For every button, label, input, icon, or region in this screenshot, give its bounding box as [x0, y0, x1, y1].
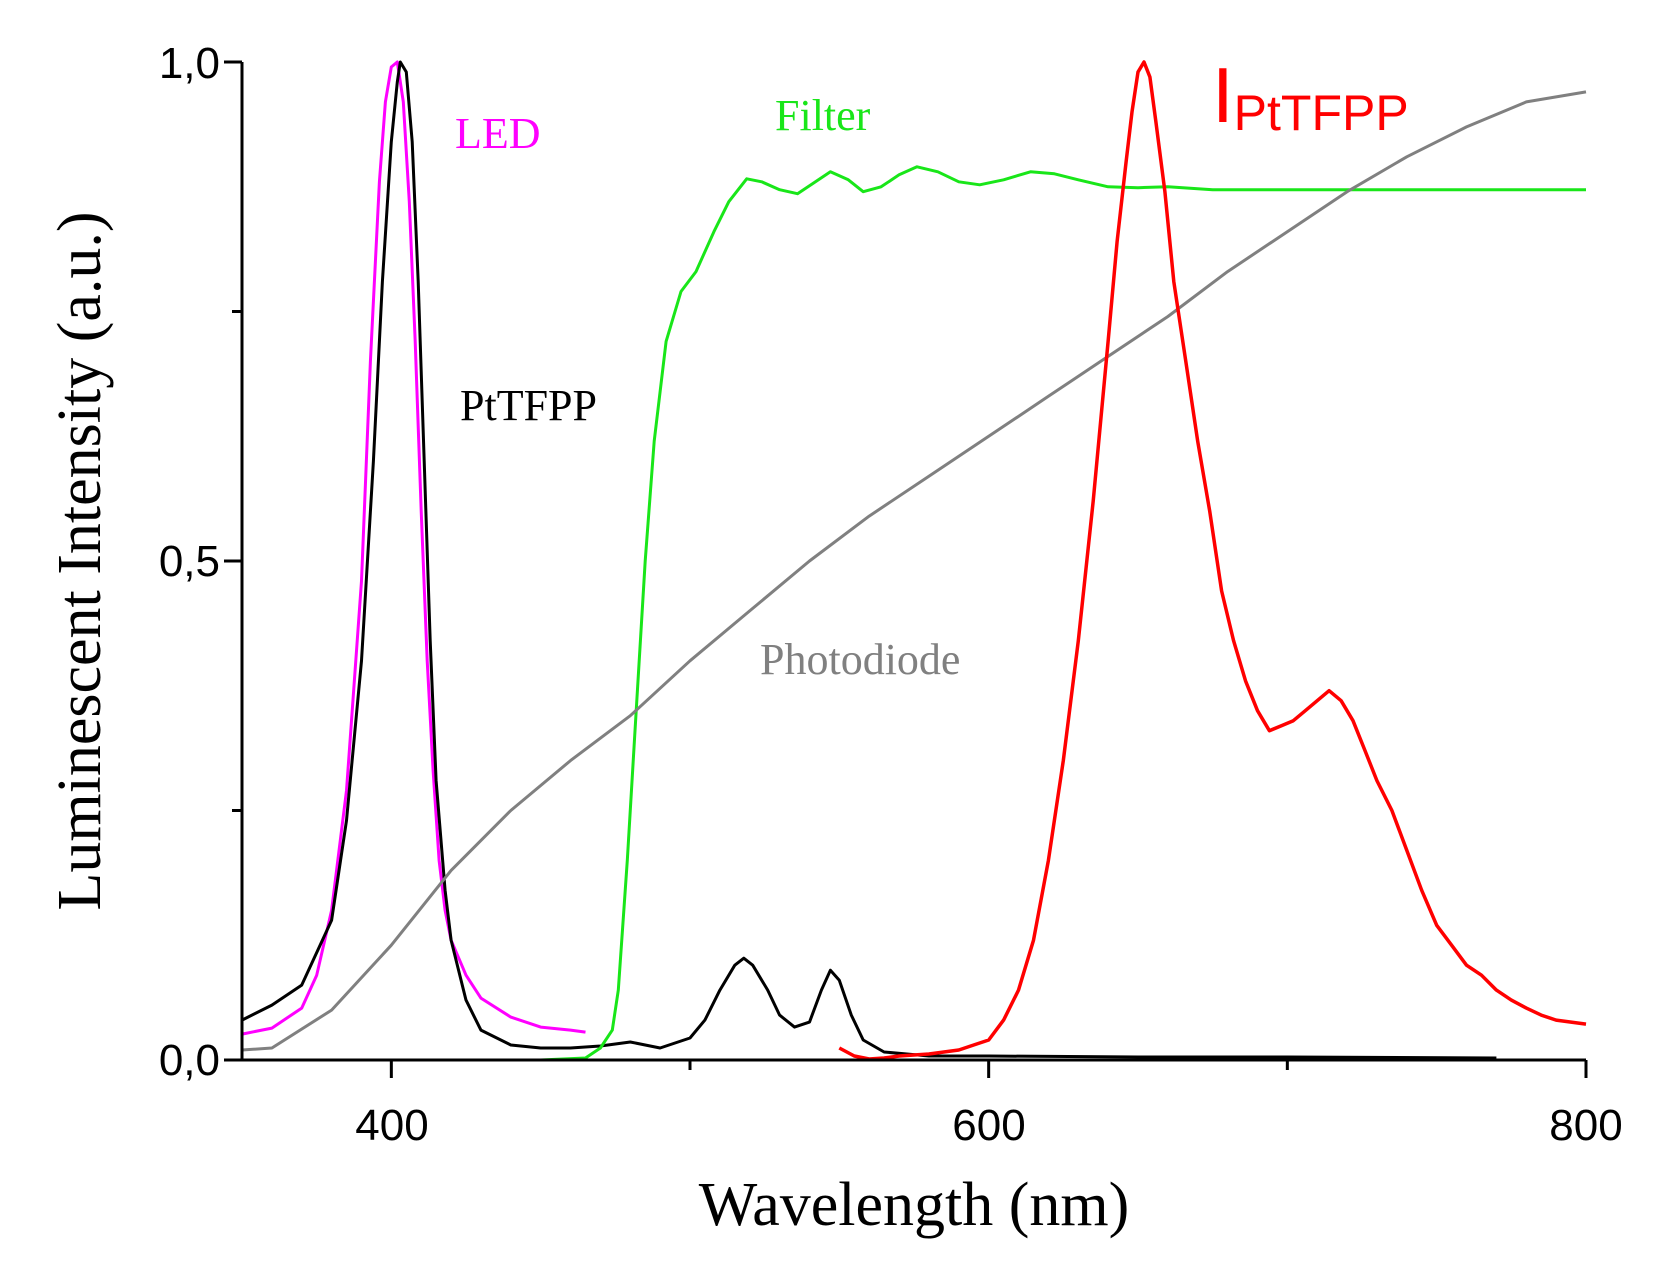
y-axis-title: Luminescent Intensity (a.u.) [46, 211, 114, 910]
i-pttfpp-label-sub: PtTFPP [1234, 85, 1409, 141]
series-line-photodiode [241, 90, 1587, 1052]
pttfpp-label: PtTFPP [460, 381, 597, 430]
x-tick-label-800: 800 [1549, 1101, 1622, 1150]
x-tick-label-400: 400 [355, 1101, 428, 1150]
x-tick-label-600: 600 [952, 1101, 1025, 1150]
filter-label: Filter [775, 91, 871, 140]
photodiode-label: Photodiode [760, 635, 960, 684]
axis-ticks [224, 60, 1588, 1078]
i-pttfpp-label-main: I [1212, 51, 1234, 139]
series-line-led [241, 60, 586, 1036]
i-pttfpp-label: IPtTFPP [1212, 51, 1409, 141]
series-line-filter [242, 165, 1586, 1062]
x-axis-title: Wavelength (nm) [699, 1171, 1130, 1239]
y-tick-label-0-5: 0,5 [159, 537, 220, 586]
series-line-i-pttfpp [838, 60, 1587, 1061]
led-label: LED [455, 109, 541, 158]
series-line-pttfpp [241, 60, 1497, 1060]
y-tick-label-1: 1,0 [159, 39, 220, 88]
plot-lines [241, 60, 1587, 1062]
y-tick-label-0: 0,0 [159, 1036, 220, 1085]
